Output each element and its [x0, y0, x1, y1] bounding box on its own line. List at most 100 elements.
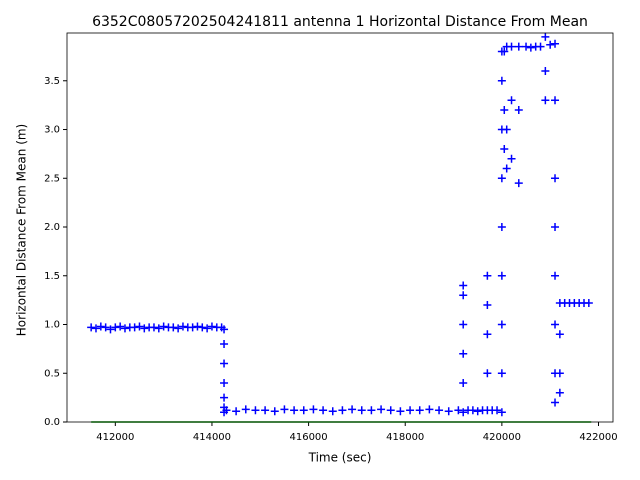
y-tick-label: 0.0 — [44, 417, 60, 428]
marker — [454, 406, 463, 415]
marker — [222, 406, 231, 415]
plot-frame — [66, 32, 614, 423]
marker — [174, 324, 183, 333]
marker — [135, 322, 144, 331]
marker — [251, 406, 260, 415]
marker — [541, 67, 550, 76]
marker — [198, 323, 207, 332]
marker — [130, 323, 139, 332]
marker — [483, 369, 492, 378]
marker — [551, 320, 560, 329]
marker — [459, 291, 468, 300]
marker — [500, 106, 509, 115]
marker — [459, 379, 468, 388]
marker — [241, 405, 250, 414]
x-tick-label: 412000 — [96, 432, 134, 443]
marker — [551, 174, 560, 183]
marker — [435, 406, 444, 415]
marker — [514, 179, 523, 188]
marker — [502, 125, 511, 134]
marker — [207, 322, 216, 331]
marker — [514, 106, 523, 115]
marker — [551, 271, 560, 280]
x-tick-label: 414000 — [193, 432, 231, 443]
marker — [584, 299, 593, 308]
marker — [140, 324, 149, 333]
marker — [507, 42, 516, 51]
x-axis-label: Time (sec) — [308, 451, 372, 465]
marker — [338, 406, 347, 415]
y-tick-label: 2.0 — [44, 222, 60, 233]
marker — [497, 369, 506, 378]
marker — [357, 406, 366, 415]
marker — [459, 320, 468, 329]
chart-title: 6352C08057202504241811 antenna 1 Horizon… — [92, 14, 588, 30]
marker — [406, 406, 415, 415]
marker — [309, 405, 318, 414]
marker — [541, 96, 550, 105]
y-tick-label: 0.5 — [44, 368, 60, 379]
marker — [367, 406, 376, 415]
marker — [541, 32, 550, 41]
marker — [497, 271, 506, 280]
marker — [220, 359, 229, 368]
marker — [497, 320, 506, 329]
marker — [280, 405, 289, 414]
marker — [220, 393, 229, 402]
marker — [459, 349, 468, 358]
marker — [415, 406, 424, 415]
marker — [514, 42, 523, 51]
marker — [555, 330, 564, 339]
marker — [507, 96, 516, 105]
y-axis-label: Horizontal Distance From Mean (m) — [15, 124, 29, 336]
marker — [551, 39, 560, 48]
marker — [497, 76, 506, 85]
marker — [551, 223, 560, 232]
marker — [377, 405, 386, 414]
marker — [546, 40, 555, 49]
marker — [500, 47, 509, 56]
marker — [169, 323, 178, 332]
marker — [149, 323, 158, 332]
marker — [193, 322, 202, 331]
marker — [261, 406, 270, 415]
marker — [116, 322, 125, 331]
marker — [473, 407, 482, 416]
marker — [111, 323, 120, 332]
marker — [468, 406, 477, 415]
marker — [120, 324, 129, 333]
x-tick-label: 422000 — [579, 432, 617, 443]
marker — [270, 407, 279, 416]
x-tick-label: 420000 — [483, 432, 521, 443]
marker — [497, 408, 506, 417]
marker — [493, 406, 502, 415]
marker — [91, 324, 100, 333]
y-tick-label: 2.5 — [44, 173, 60, 184]
marker — [96, 322, 105, 331]
marker — [348, 405, 357, 414]
marker — [522, 42, 531, 51]
marker — [507, 154, 516, 163]
y-tick-label: 1.0 — [44, 320, 60, 331]
marker — [526, 43, 535, 52]
marker — [459, 408, 468, 417]
marker — [87, 323, 96, 332]
marker — [159, 322, 168, 331]
marker — [178, 322, 187, 331]
marker — [502, 164, 511, 173]
marker — [220, 379, 229, 388]
marker — [220, 325, 229, 334]
marker — [154, 324, 163, 333]
marker — [386, 406, 395, 415]
x-tick-label: 416000 — [289, 432, 327, 443]
marker — [551, 96, 560, 105]
marker — [536, 42, 545, 51]
marker — [188, 323, 197, 332]
marker — [459, 281, 468, 290]
y-tick-label: 1.5 — [44, 271, 60, 282]
y-tick-label: 3.5 — [44, 76, 60, 87]
marker — [551, 398, 560, 407]
marker — [555, 369, 564, 378]
marker — [101, 323, 110, 332]
